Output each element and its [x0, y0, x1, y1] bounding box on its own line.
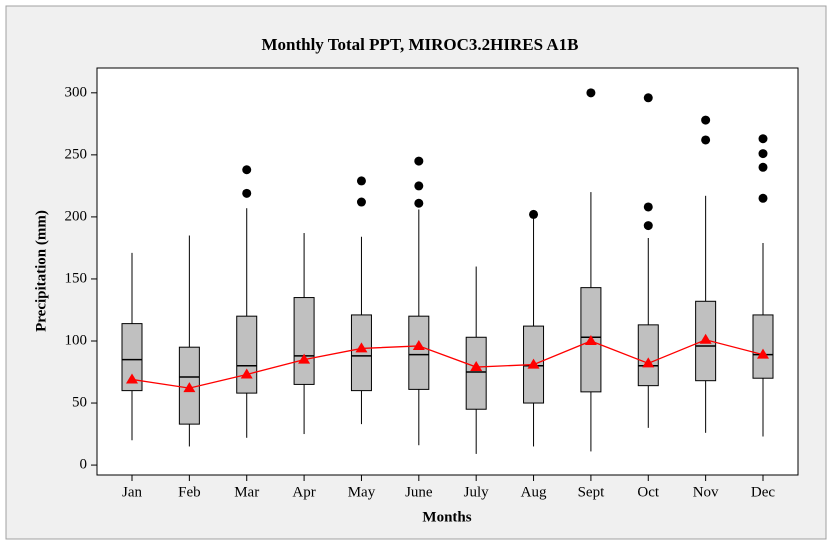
outlier: [643, 202, 653, 212]
outlier: [356, 197, 366, 207]
outlier: [356, 176, 366, 186]
x-tick-label: June: [405, 484, 433, 500]
box: [121, 323, 143, 392]
x-tick-label: Sept: [578, 484, 606, 500]
outlier: [643, 93, 653, 103]
box: [293, 297, 315, 385]
x-tick-label: Feb: [178, 484, 201, 500]
y-tick-label: 250: [65, 146, 88, 162]
outlier: [758, 134, 768, 144]
outlier: [242, 165, 252, 175]
mean-marker: [757, 348, 769, 359]
y-axis-label: Precipitation (mm): [33, 210, 49, 332]
box: [465, 336, 487, 410]
x-axis-label: Months: [422, 509, 471, 525]
box: [408, 315, 430, 390]
mean-marker: [699, 333, 712, 344]
chart-title: Monthly Total PPT, MIROC3.2HIRES A1B: [261, 35, 578, 54]
box: [637, 324, 659, 387]
mean-marker: [470, 361, 483, 372]
box: [350, 314, 372, 392]
outlier: [242, 188, 252, 198]
outlier: [414, 156, 424, 166]
mean-marker: [527, 358, 540, 369]
mean-marker: [240, 368, 253, 379]
outlier: [701, 135, 711, 145]
outlier: [758, 162, 768, 172]
x-tick-label: July: [464, 484, 490, 500]
outlier: [758, 149, 768, 159]
x-tick-label: Mar: [234, 484, 259, 500]
mean-marker: [584, 334, 597, 345]
x-tick-label: Apr: [292, 484, 315, 500]
mean-marker: [126, 373, 138, 384]
outlier: [586, 88, 596, 98]
x-tick-label: Oct: [637, 484, 659, 500]
outlier: [529, 209, 539, 219]
x-tick-label: Jan: [122, 484, 142, 500]
x-tick-label: Aug: [521, 484, 547, 500]
outlier: [643, 221, 653, 231]
mean-line: [131, 339, 764, 389]
outlier: [758, 193, 768, 203]
y-tick-label: 100: [65, 332, 88, 348]
x-tick-label: May: [348, 484, 376, 500]
x-tick-label: Dec: [751, 484, 775, 500]
x-tick-label: Nov: [693, 484, 719, 500]
mean-marker: [298, 353, 311, 364]
mean-marker: [355, 342, 368, 353]
outlier: [701, 115, 711, 125]
y-tick-label: 0: [80, 457, 88, 473]
y-tick-label: 200: [65, 208, 88, 224]
mean-marker: [412, 339, 425, 350]
mean-marker: [183, 382, 196, 393]
box: [236, 315, 258, 394]
y-tick-label: 50: [72, 394, 87, 410]
plot-area: [96, 67, 799, 476]
y-tick-label: 300: [65, 84, 88, 100]
outlier: [414, 198, 424, 208]
box: [752, 314, 774, 379]
mean-marker: [642, 357, 655, 368]
y-tick-label: 150: [65, 270, 88, 286]
outlier: [414, 181, 424, 191]
